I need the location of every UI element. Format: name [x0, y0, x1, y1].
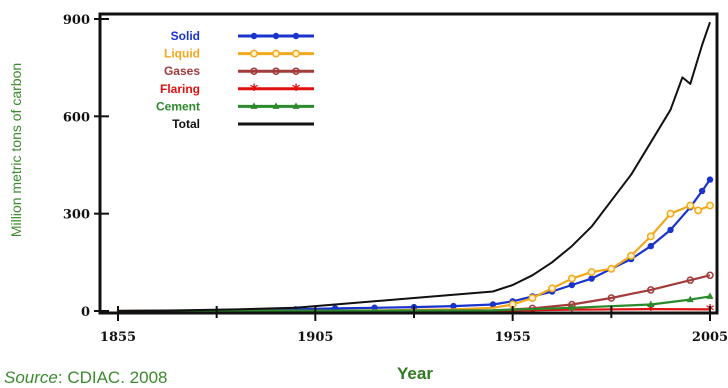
- point-solid-1995: [667, 226, 674, 234]
- point-liquid-2000: [686, 201, 695, 210]
- point-gases-1980: [607, 294, 616, 302]
- y-tick-label-900: 900: [63, 13, 90, 28]
- point-solid-1950: [489, 301, 497, 308]
- point-gases-1990: [647, 286, 655, 294]
- point-gases-2005: [706, 271, 714, 280]
- point-solid-2003: [698, 187, 706, 195]
- point-cement-2000: [686, 295, 694, 303]
- legend-label-cement: Cement: [156, 99, 200, 113]
- point-liquid-1965: [548, 284, 557, 293]
- series-line-solid: [117, 178, 711, 313]
- point-cement-1970: [568, 303, 576, 311]
- x-tick-label-1855: 1855: [100, 330, 136, 345]
- legend-marker-cement-2: [292, 102, 300, 109]
- x-axis-title: Year: [397, 364, 433, 383]
- point-solid-1970: [568, 281, 576, 289]
- legend-label-solid: Solid: [171, 29, 200, 43]
- x-tick-label-2005: 2005: [692, 330, 728, 345]
- point-liquid-1960: [528, 294, 537, 302]
- point-liquid-1985: [627, 251, 636, 260]
- legend-marker-liquid-1: [272, 49, 280, 58]
- point-liquid-1970: [567, 274, 576, 283]
- legend-label-total: Total: [172, 117, 200, 131]
- y-tick-label-600: 600: [63, 110, 90, 125]
- legend-marker-gases-0: [250, 67, 258, 75]
- legend-marker-liquid-0: [250, 49, 258, 58]
- point-liquid-1990: [646, 232, 655, 241]
- point-solid-1990: [647, 242, 654, 250]
- point-flaring-1990: *: [647, 300, 656, 319]
- legend-marker-flaring-2: *: [292, 80, 301, 99]
- legend-label-gases: Gases: [164, 64, 200, 78]
- point-liquid-1995: [666, 209, 675, 218]
- x-tick-label-1955: 1955: [495, 330, 531, 345]
- point-solid-2005: [706, 176, 714, 183]
- source-text: : CDIAC. 2008: [57, 368, 168, 387]
- legend-marker-flaring-0: *: [250, 80, 259, 99]
- source-credit: Source: CDIAC. 2008: [4, 368, 167, 388]
- plot-area: * * *: [117, 21, 715, 320]
- legend: Solid Liquid Gases Flaring * * Cement Total: [156, 29, 314, 131]
- point-liquid-2005: [706, 201, 714, 210]
- legend-marker-gases-2: [292, 67, 300, 75]
- x-tick-label-1905: 1905: [297, 330, 333, 345]
- legend-marker-solid-2: [292, 32, 300, 40]
- source-prefix: Source: [4, 368, 58, 387]
- point-solid-1975: [588, 275, 595, 282]
- legend-marker-cement-1: [272, 102, 280, 109]
- series-line-total: [117, 21, 711, 312]
- legend-marker-cement-0: [250, 102, 258, 109]
- legend-marker-solid-1: [272, 32, 280, 40]
- point-gases-2000: [686, 276, 695, 284]
- y-tick-label-0: 0: [81, 305, 90, 320]
- legend-marker-solid-0: [250, 32, 258, 40]
- axes: 0 300 600 900 1855 1905 1955 2005: [63, 12, 728, 345]
- point-liquid-2002: [694, 206, 703, 215]
- legend-label-flaring: Flaring: [160, 82, 200, 96]
- emissions-line-chart: * * * 0 300 600 900 1855 1905 1955 2005 Solid Liqu…: [63, 12, 728, 345]
- legend-marker-gases-1: [272, 67, 280, 75]
- legend-marker-liquid-2: [292, 49, 300, 58]
- point-liquid-1975: [587, 268, 596, 277]
- point-cement-2005: [706, 292, 714, 299]
- point-cement-1990: [647, 300, 655, 308]
- plot-frame: [98, 12, 719, 315]
- point-liquid-1980: [607, 264, 616, 273]
- y-tick-label-300: 300: [63, 208, 90, 223]
- point-solid-1940: [450, 302, 457, 310]
- legend-label-liquid: Liquid: [164, 47, 200, 61]
